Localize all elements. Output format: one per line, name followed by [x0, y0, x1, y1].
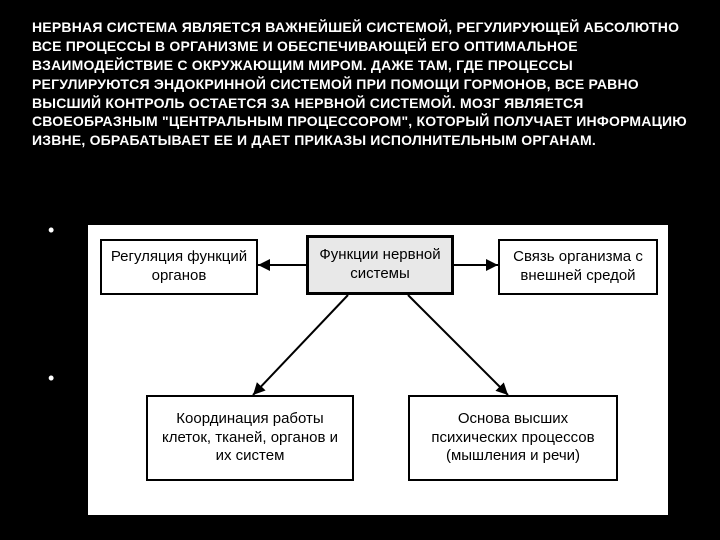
- node-top-left: Регуляция функций органов: [100, 239, 258, 295]
- bullet-2: •: [48, 368, 54, 389]
- diagram-container: Регуляция функций органов Функции нервно…: [88, 225, 668, 515]
- edge-center-bottomright: [408, 295, 508, 395]
- bullet-1: •: [48, 220, 54, 241]
- node-bottom-right: Основа высших психических процессов (мыш…: [408, 395, 618, 481]
- node-top-right: Связь организма с внешней средой: [498, 239, 658, 295]
- node-center: Функции нервной системы: [306, 235, 454, 295]
- edge-center-bottomleft: [253, 295, 348, 395]
- header-paragraph: НЕРВНАЯ СИСТЕМА ЯВЛЯЕТСЯ ВАЖНЕЙШЕЙ СИСТЕ…: [0, 0, 720, 160]
- node-bottom-left: Координация работы клеток, тканей, орган…: [146, 395, 354, 481]
